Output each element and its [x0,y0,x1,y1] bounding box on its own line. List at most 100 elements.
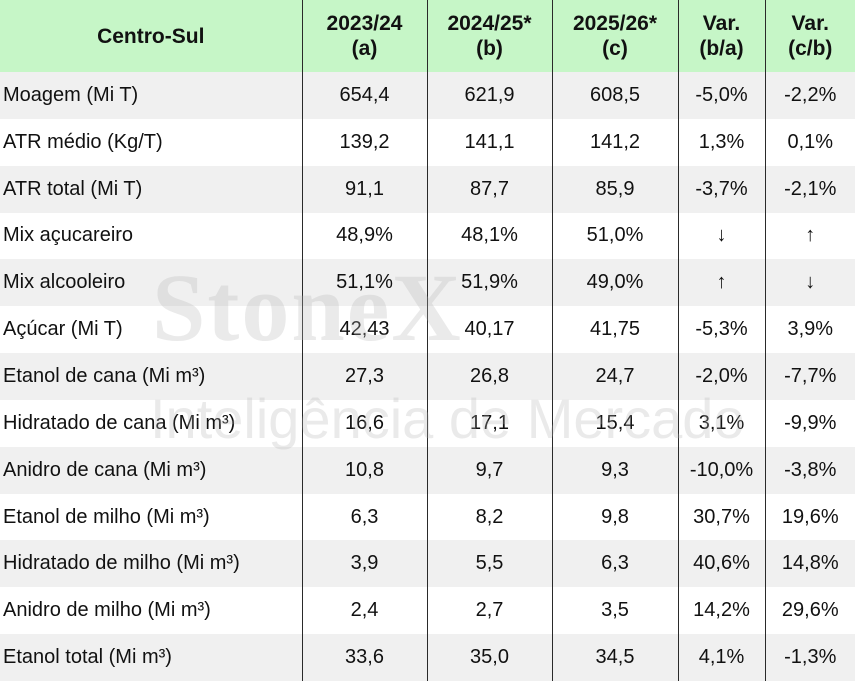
table-cell: 85,9 [551,165,678,213]
header-col-line1: Var. [791,12,829,35]
row-label: Hidratado de milho (Mi m³) [0,540,302,588]
table-cell: 19,6% [764,493,855,541]
table-cell: 14,2% [677,587,765,635]
table-cell: 6,3 [301,493,427,541]
table-cell: 24,7 [551,353,678,400]
header-col-2024-25: 2024/25* (b) [426,0,552,72]
table-cell: 141,1 [426,118,552,166]
row-label: Mix açucareiro [0,212,302,260]
table-cell: 14,8% [764,540,855,588]
table-cell: 51,0% [551,212,678,260]
table-cell: 0,1% [764,118,855,166]
table-cell: 9,3 [551,446,678,494]
table-row: ATR total (Mi T) 91,1 87,7 85,9 -3,7% -2,1% [0,165,855,213]
table-cell: ↑ [677,259,765,307]
table-cell: 3,1% [677,399,765,447]
row-label: Hidratado de cana (Mi m³) [0,399,302,447]
row-label: Etanol de cana (Mi m³) [0,353,302,400]
table-row: Açúcar (Mi T) 42,43 40,17 41,75 -5,3% 3,9% [0,306,855,354]
table-row: Anidro de cana (Mi m³) 10,8 9,7 9,3 -10,0% -3… [0,446,855,494]
header-col-line2: (b/a) [699,37,744,60]
table-cell: 51,9% [426,259,552,307]
row-label: Etanol total (Mi m³) [0,634,302,681]
table-cell: -7,7% [764,353,855,400]
table-cell: 26,8 [426,353,552,400]
header-row: Centro-Sul 2023/24 (a) 2024/25* (b) 2025… [0,0,855,72]
table-cell: 9,8 [551,493,678,541]
header-col-2025-26: 2025/26* (c) [551,0,678,72]
table-cell: -1,3% [764,634,855,681]
header-col-line2: (a) [351,37,378,60]
header-col-line1: 2025/26* [572,12,658,35]
header-col-2023-24: 2023/24 (a) [301,0,427,72]
header-col-line1: 2024/25* [447,12,532,35]
table-cell: 654,4 [301,72,427,119]
table-cell: 8,2 [426,493,552,541]
table-row: Moagem (Mi T) 654,4 621,9 608,5 -5,0% -2,2% [0,72,855,119]
table-cell: 16,6 [301,399,427,447]
table-cell: ↑ [764,212,855,260]
table-cell: 141,2 [551,118,678,166]
table-cell: 34,5 [551,634,678,681]
table-cell: 9,7 [426,446,552,494]
header-col-line2: (c) [602,37,628,60]
table-cell: -3,8% [764,446,855,494]
table-cell: 139,2 [301,118,427,166]
table-cell: 35,0 [426,634,552,681]
table-cell: 51,1% [301,259,427,307]
table-cell: -10,0% [677,446,765,494]
table-cell: 87,7 [426,165,552,213]
table-cell: 40,6% [677,540,765,588]
table-cell: 27,3 [301,353,427,400]
table-cell: -5,0% [677,72,765,119]
row-label: Etanol de milho (Mi m³) [0,493,302,541]
table-cell: 621,9 [426,72,552,119]
header-col-var-c-b: Var. (c/b) [764,0,855,72]
table-cell: 608,5 [551,72,678,119]
table-cell: 30,7% [677,493,765,541]
table-cell: -2,0% [677,353,765,400]
header-col-line1: Var. [702,12,741,35]
header-col-line2: (c/b) [788,37,833,60]
table-cell: -3,7% [677,165,765,213]
table-row: Etanol total (Mi m³) 33,6 35,0 34,5 4,1% -1,3… [0,634,855,681]
table-cell: 48,1% [426,212,552,260]
table-cell: -2,2% [764,72,855,119]
table-row: Etanol de cana (Mi m³) 27,3 26,8 24,7 -2,0% -… [0,353,855,400]
table-cell: 3,9% [764,306,855,354]
table-cell: 33,6 [301,634,427,681]
row-label: Mix alcooleiro [0,259,302,307]
table-row: Mix açucareiro 48,9% 48,1% 51,0% ↓ ↑ [0,212,855,260]
table-cell: 2,4 [301,587,427,635]
table-cell: -9,9% [764,399,855,447]
table-cell: 42,43 [301,306,427,354]
row-label: Açúcar (Mi T) [0,306,302,354]
table-cell: 6,3 [551,540,678,588]
table-cell: 1,3% [677,118,765,166]
table-cell: 40,17 [426,306,552,354]
table-row: Anidro de milho (Mi m³) 2,4 2,7 3,5 14,2% 29,… [0,587,855,635]
row-label: Anidro de milho (Mi m³) [0,587,302,635]
table-row: Mix alcooleiro 51,1% 51,9% 49,0% ↑ ↓ [0,259,855,307]
row-label: Moagem (Mi T) [0,72,302,119]
table-cell: 10,8 [301,446,427,494]
table-cell: 49,0% [551,259,678,307]
header-col-var-b-a: Var. (b/a) [677,0,765,72]
table-cell: 41,75 [551,306,678,354]
table-row: Etanol de milho (Mi m³) 6,3 8,2 9,8 30,7% 19,… [0,493,855,541]
table-row: ATR médio (Kg/T) 139,2 141,1 141,2 1,3% 0,1% [0,118,855,166]
table-cell: ↓ [764,259,855,307]
table-row: Hidratado de cana (Mi m³) 16,6 17,1 15,4 3,1… [0,399,855,447]
table-cell: 3,5 [551,587,678,635]
table-cell: 5,5 [426,540,552,588]
table-cell: 91,1 [301,165,427,213]
table-cell: ↓ [677,212,765,260]
row-label: Anidro de cana (Mi m³) [0,446,302,494]
table-cell: -5,3% [677,306,765,354]
table-cell: 17,1 [426,399,552,447]
table-cell: 4,1% [677,634,765,681]
table-row: Hidratado de milho (Mi m³) 3,9 5,5 6,3 40,6%… [0,540,855,588]
row-label: ATR médio (Kg/T) [0,118,302,166]
header-region-label: Centro-Sul [0,0,302,72]
